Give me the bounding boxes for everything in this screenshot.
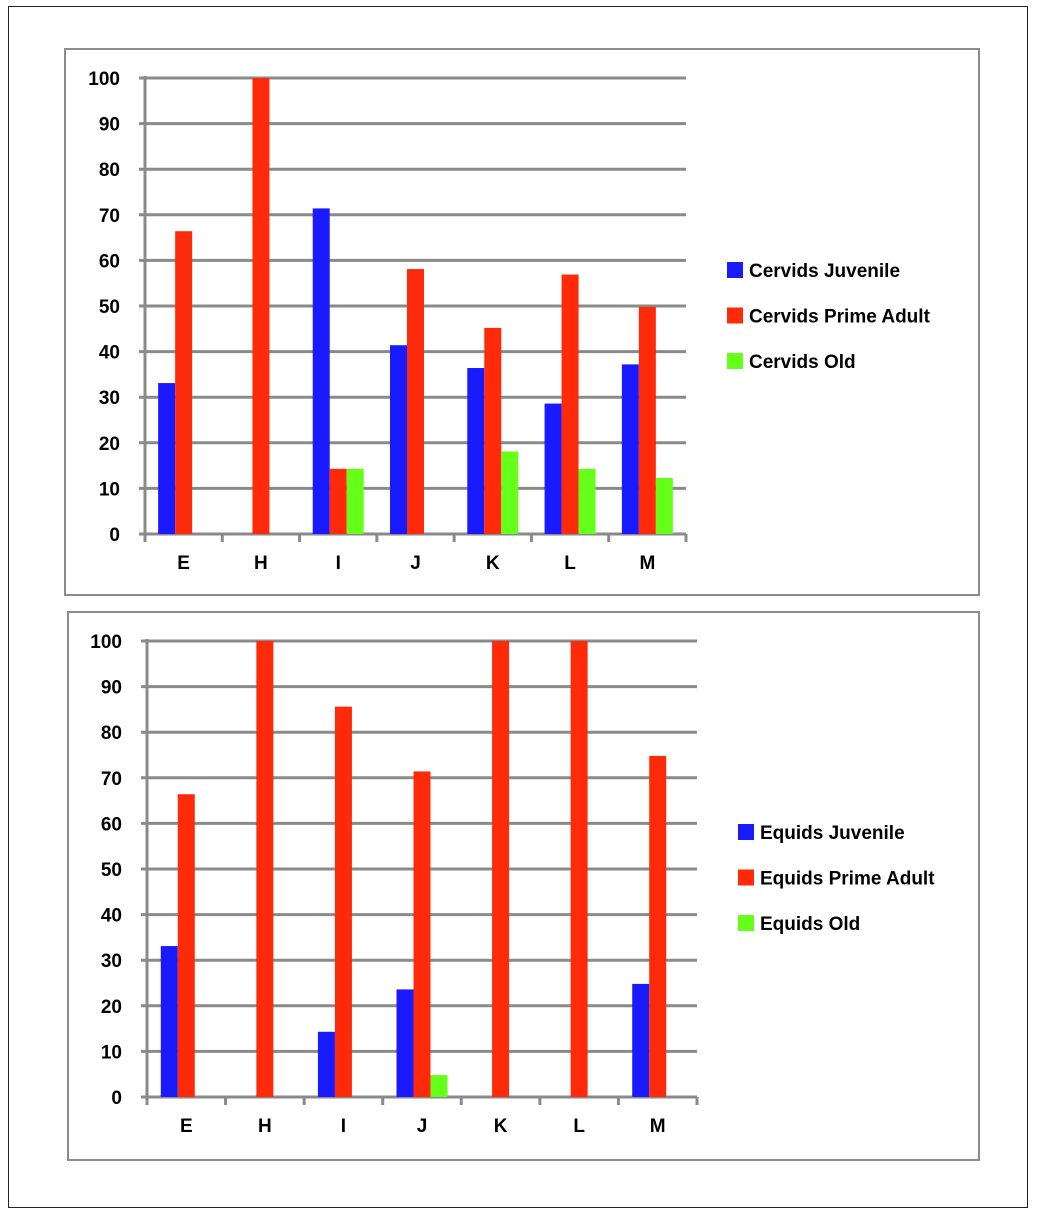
- bar-equids-prime-adult-h: [256, 641, 274, 1097]
- y-tick-label: 60: [99, 251, 120, 272]
- bar-cervids-juvenile-k: [467, 368, 485, 534]
- y-tick-label: 30: [99, 388, 120, 409]
- y-tick-label: 50: [101, 860, 122, 881]
- y-tick-label: 10: [101, 1042, 122, 1063]
- y-tick-label: 70: [99, 206, 120, 227]
- y-tick-label: 70: [101, 769, 122, 790]
- y-tick-label: 0: [111, 1088, 122, 1109]
- legend-label: Equids Juvenile: [760, 823, 905, 844]
- bar-cervids-juvenile-j: [390, 345, 407, 534]
- bar-cervids-prime-adult-j: [407, 269, 424, 534]
- bar-cervids-prime-adult-h: [252, 78, 270, 534]
- bar-cervids-prime-adult-m: [638, 306, 656, 534]
- legend-label: Cervids Old: [749, 352, 856, 373]
- bar-equids-juvenile-j: [396, 989, 414, 1097]
- y-tick-label: 90: [99, 115, 120, 136]
- legend-swatch: [738, 915, 754, 931]
- bar-equids-prime-adult-k: [492, 641, 510, 1097]
- x-tick-label: H: [258, 1116, 272, 1137]
- y-tick-label: 80: [101, 723, 122, 744]
- equids-chart-panel: [67, 611, 980, 1161]
- y-tick-label: 60: [101, 814, 122, 835]
- x-tick-label: E: [180, 1116, 193, 1137]
- legend-swatch: [738, 869, 754, 886]
- x-tick-label: L: [564, 553, 576, 574]
- x-tick-label: I: [341, 1116, 346, 1137]
- bar-cervids-old-m: [655, 477, 673, 534]
- x-tick-label: L: [573, 1116, 585, 1137]
- x-tick-label: E: [177, 553, 190, 574]
- bar-equids-old-j: [430, 1075, 448, 1097]
- bar-equids-prime-adult-m: [649, 755, 667, 1097]
- cervids-chart-panel: [64, 48, 980, 596]
- x-tick-label: M: [650, 1116, 666, 1137]
- bar-cervids-prime-adult-l: [561, 274, 579, 534]
- y-tick-label: 10: [99, 479, 120, 500]
- bar-equids-juvenile-i: [317, 1031, 335, 1097]
- legend-label: Cervids Juvenile: [749, 261, 900, 282]
- legend-swatch: [727, 307, 743, 324]
- bar-equids-prime-adult-l: [570, 641, 588, 1097]
- y-tick-label: 50: [99, 297, 120, 318]
- y-tick-label: 100: [88, 69, 120, 90]
- legend-label: Equids Prime Adult: [760, 869, 935, 890]
- x-tick-label: K: [494, 1116, 508, 1137]
- bar-equids-prime-adult-j: [413, 771, 431, 1097]
- bar-cervids-juvenile-e: [158, 383, 176, 534]
- legend-swatch: [738, 824, 754, 840]
- bar-cervids-juvenile-i: [312, 208, 330, 534]
- legend-swatch: [727, 353, 743, 369]
- bar-cervids-old-i: [346, 468, 364, 534]
- bar-equids-juvenile-e: [160, 946, 178, 1097]
- x-tick-label: H: [254, 553, 268, 574]
- y-tick-label: 80: [99, 160, 120, 181]
- y-tick-label: 20: [101, 997, 122, 1018]
- y-tick-label: 20: [99, 434, 120, 455]
- x-tick-label: I: [336, 553, 341, 574]
- x-tick-label: J: [410, 553, 421, 574]
- x-tick-label: M: [639, 553, 655, 574]
- bar-equids-juvenile-m: [632, 983, 650, 1097]
- bar-cervids-juvenile-l: [544, 403, 562, 534]
- y-tick-label: 40: [101, 906, 122, 927]
- y-tick-label: 0: [109, 525, 120, 546]
- x-tick-label: J: [417, 1116, 428, 1137]
- x-tick-label: K: [486, 553, 500, 574]
- bar-equids-prime-adult-e: [177, 794, 195, 1097]
- bar-cervids-prime-adult-i: [329, 468, 347, 534]
- bar-cervids-old-l: [578, 468, 596, 534]
- figure-frame: [8, 6, 1028, 1208]
- legend-label: Equids Old: [760, 914, 860, 935]
- legend-swatch: [727, 262, 743, 278]
- bar-cervids-prime-adult-e: [175, 231, 193, 534]
- y-tick-label: 40: [99, 343, 120, 364]
- bar-cervids-prime-adult-k: [484, 327, 502, 534]
- y-tick-label: 30: [101, 951, 122, 972]
- y-tick-label: 100: [90, 632, 122, 653]
- bar-cervids-juvenile-m: [621, 364, 639, 534]
- legend-label: Cervids Prime Adult: [749, 307, 931, 328]
- bar-cervids-old-k: [501, 451, 519, 534]
- bar-equids-prime-adult-i: [334, 706, 352, 1097]
- y-tick-label: 90: [101, 678, 122, 699]
